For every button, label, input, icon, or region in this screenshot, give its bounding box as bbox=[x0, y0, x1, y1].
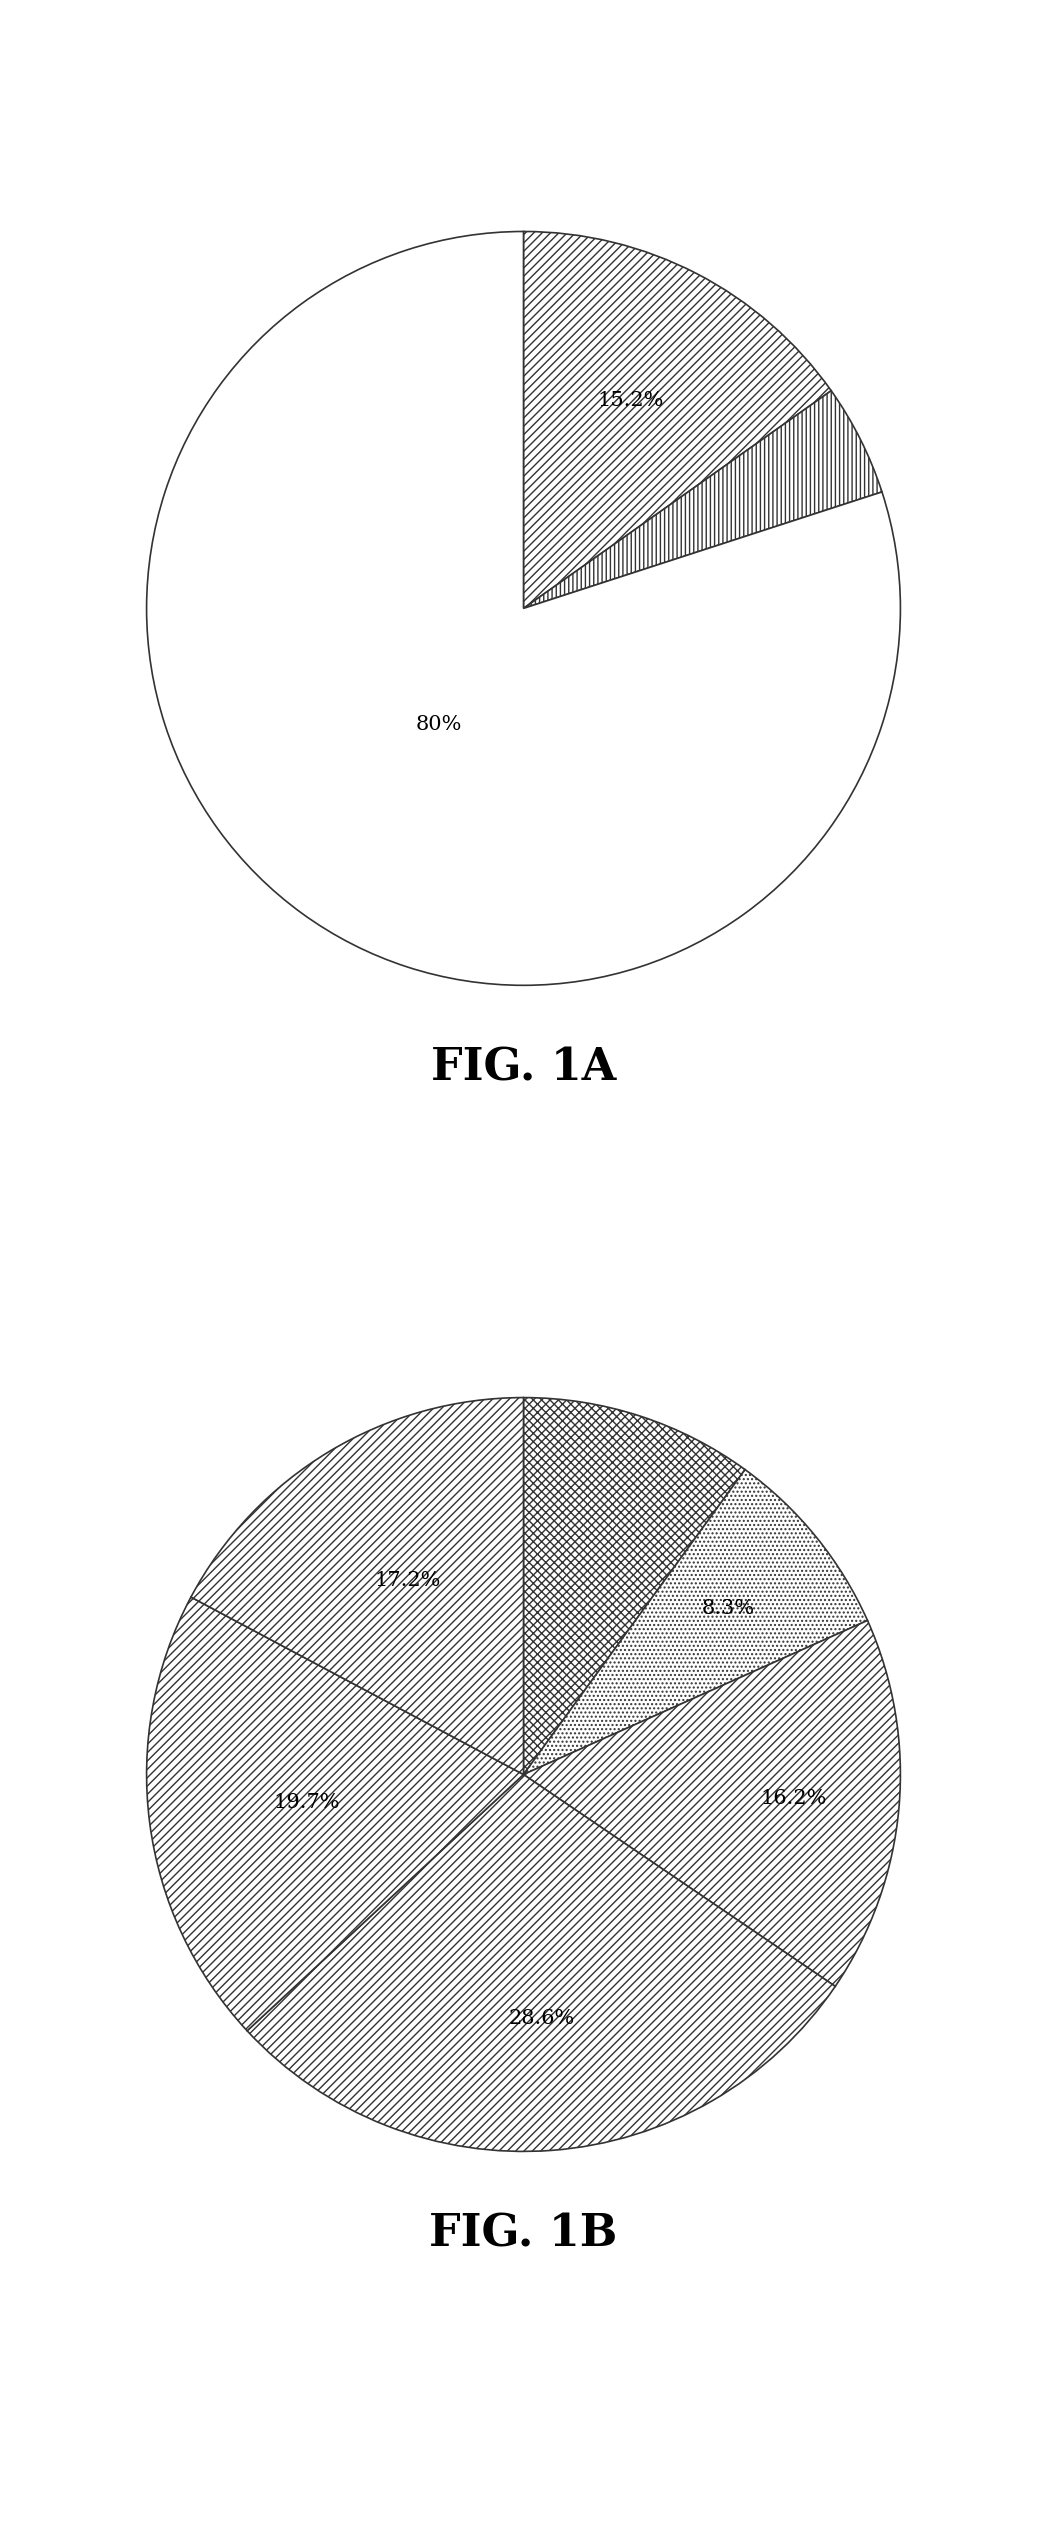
Wedge shape bbox=[247, 1774, 836, 2152]
Wedge shape bbox=[524, 231, 831, 608]
Text: 16.2%: 16.2% bbox=[761, 1790, 827, 1807]
Text: 17.2%: 17.2% bbox=[374, 1572, 441, 1589]
Wedge shape bbox=[524, 1397, 745, 1774]
Text: FIG. 1B: FIG. 1B bbox=[429, 2213, 618, 2256]
Text: 19.7%: 19.7% bbox=[273, 1792, 340, 1813]
Text: FIG. 1A: FIG. 1A bbox=[431, 1047, 616, 1090]
Text: 80%: 80% bbox=[416, 715, 463, 733]
Wedge shape bbox=[147, 1597, 524, 2031]
Wedge shape bbox=[524, 1470, 868, 1774]
Wedge shape bbox=[147, 231, 900, 986]
Text: 28.6%: 28.6% bbox=[509, 2010, 575, 2028]
Wedge shape bbox=[524, 1620, 900, 1987]
Text: 15.2%: 15.2% bbox=[598, 390, 664, 411]
Wedge shape bbox=[524, 390, 882, 608]
Text: 8.3%: 8.3% bbox=[701, 1600, 755, 1617]
Wedge shape bbox=[191, 1397, 524, 1774]
